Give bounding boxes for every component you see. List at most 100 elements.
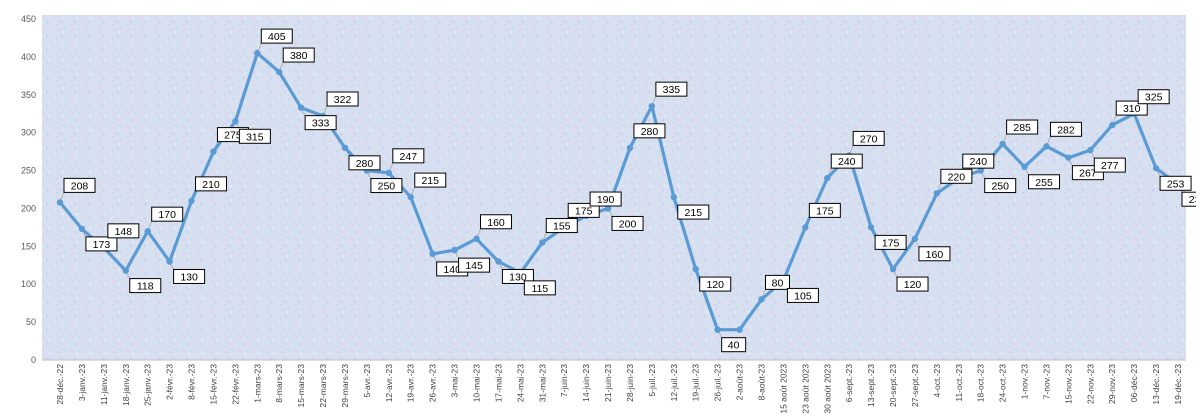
data-point	[385, 169, 393, 177]
data-label: 160	[487, 217, 505, 229]
x-tick-label: 14-juin-23	[581, 364, 591, 402]
line-chart: 0 50 100 150 200 250 300 350 400 450 28-déc.-22 3-…	[21, 14, 1196, 414]
data-label-box	[896, 276, 929, 292]
x-tick-label: 10-mai-23	[472, 364, 482, 403]
data-label-box	[808, 202, 841, 218]
data-label: 200	[619, 218, 637, 230]
data-point	[166, 258, 173, 265]
data-label-box	[1093, 157, 1126, 173]
data-point	[1152, 165, 1160, 172]
data-point	[802, 224, 809, 231]
data-point	[122, 267, 129, 274]
data-label: 160	[926, 249, 944, 261]
data-point	[867, 224, 875, 231]
x-tick-label: 26-juil.-23	[713, 364, 723, 402]
data-label-box	[480, 214, 513, 230]
data-point	[977, 167, 984, 174]
data-label-box	[414, 172, 447, 188]
x-tick-label: 2-août-23	[735, 364, 745, 401]
x-tick-label: 15 août 2023	[778, 364, 788, 414]
x-tick-label: 7-nov.-23	[1041, 364, 1051, 400]
x-tick-label: 8-févr.-23	[187, 364, 197, 400]
data-label: 130	[509, 271, 527, 283]
x-tick-label: 13-sept.-23	[866, 364, 876, 407]
data-label-box	[370, 178, 403, 194]
data-point	[407, 193, 414, 201]
x-tick-label: 26-avr.-23	[428, 364, 438, 403]
data-label-box	[282, 47, 315, 63]
data-label-box	[326, 91, 359, 107]
data-label-box	[874, 234, 907, 250]
data-label: 310	[1123, 103, 1141, 115]
data-label: 120	[904, 279, 922, 291]
x-tick-label: 5-avr.-23	[362, 364, 372, 398]
x-tick-label: 6-sept.-23	[844, 364, 854, 403]
data-point	[1087, 146, 1094, 154]
data-point	[670, 193, 678, 201]
data-label: 253	[1167, 178, 1185, 190]
x-tick-label: 8-août-23	[756, 364, 766, 401]
data-label-box	[1181, 191, 1196, 207]
x-tick-label: 15-nov.-23	[1063, 364, 1073, 404]
y-tick-label: 450	[21, 14, 36, 24]
x-tick-label: 11-janv.-23	[99, 364, 109, 406]
data-point	[1043, 143, 1050, 150]
data-label-box	[260, 28, 293, 44]
data-label: 333	[312, 118, 330, 130]
data-label-box	[63, 177, 96, 193]
x-tick-label: 25-janv.-23	[143, 364, 153, 406]
data-point	[604, 205, 612, 212]
data-label: 220	[948, 171, 966, 183]
data-point	[999, 140, 1006, 148]
x-tick-label: 12-avr.-23	[384, 364, 394, 403]
x-tick-label: 22-févr.-23	[230, 364, 240, 405]
data-point	[341, 144, 349, 152]
data-label-box	[107, 223, 140, 239]
data-label-box	[85, 236, 118, 252]
x-tick-label: 31-mai-23	[537, 364, 547, 403]
x-tick-label: 22-mars-23	[318, 364, 328, 408]
data-label-box	[589, 191, 622, 207]
data-label-box	[918, 246, 951, 262]
x-tick-label: 27-sept.-23	[910, 364, 920, 407]
data-label-box	[962, 153, 995, 169]
data-label: 175	[882, 237, 900, 249]
data-label-box	[830, 153, 863, 169]
y-tick-label: 250	[21, 166, 36, 176]
data-label-box	[501, 268, 534, 284]
data-point	[824, 174, 831, 182]
data-label: 80	[772, 277, 784, 289]
data-label-box	[611, 215, 644, 231]
data-point	[626, 144, 634, 152]
data-label: 155	[553, 221, 571, 233]
x-tick-label: 15-févr.-23	[208, 364, 218, 405]
x-tick-label: 23 août 2023	[800, 364, 810, 414]
y-axis: 0 50 100 150 200 250 300 350 400 450	[21, 14, 1186, 365]
x-tick-label: 28-juin-23	[625, 364, 635, 402]
x-tick-label: 11-oct.-23	[954, 364, 964, 402]
data-label-box	[699, 276, 732, 292]
data-label: 118	[137, 281, 154, 293]
y-tick-label: 300	[21, 128, 36, 138]
data-label-box	[764, 274, 790, 290]
data-label: 240	[838, 156, 856, 168]
data-label-box	[129, 278, 162, 294]
data-label: 175	[575, 205, 593, 217]
x-tick-label: 29-nov.-23	[1107, 364, 1117, 404]
data-point	[210, 148, 217, 155]
data-point	[889, 265, 897, 273]
x-tick-label: 17-mai-23	[493, 364, 503, 403]
x-tick-label: 22-nov.-23	[1085, 364, 1095, 404]
data-point	[232, 118, 239, 125]
data-label: 267	[1079, 168, 1097, 180]
data-label-box	[721, 337, 747, 353]
y-tick-label: 400	[21, 52, 36, 62]
data-point	[473, 235, 480, 242]
x-axis: 28-déc.-22 3-janv.-23 11-janv.-23 18-janv.-…	[55, 364, 1183, 414]
x-tick-label: 1-nov.-23	[1020, 364, 1030, 400]
data-label: 120	[706, 279, 724, 291]
data-label: 40	[728, 340, 740, 352]
data-point	[714, 326, 721, 333]
x-tick-label: 20-sept.-23	[888, 364, 898, 407]
data-label: 247	[400, 151, 418, 163]
